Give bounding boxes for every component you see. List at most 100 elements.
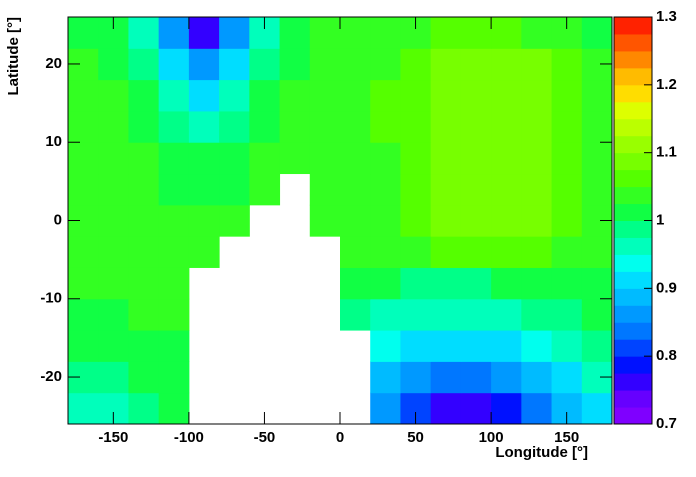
contour-cell [370, 298, 401, 331]
colorbar-band [614, 84, 652, 103]
contour-cell [128, 392, 160, 425]
contour-cell [551, 330, 583, 362]
contour-cell [158, 110, 190, 143]
colorbar-band [614, 390, 652, 408]
contour-cell [491, 236, 522, 268]
x-tick-label: 150 [554, 429, 579, 446]
contour-cell [370, 110, 401, 143]
contour-cell [340, 204, 371, 237]
contour-cell [309, 173, 341, 206]
contour-cell [370, 142, 401, 175]
contour-cell [68, 142, 99, 175]
contour-cell [551, 142, 583, 175]
contour-cell [68, 330, 99, 362]
contour-cell [370, 267, 401, 300]
y-tick-label: 20 [45, 55, 62, 72]
contour-cell [581, 110, 613, 143]
contour-cell [430, 173, 462, 206]
y-axis-label: Latitude [°] [5, 17, 22, 96]
contour-cell [460, 142, 492, 175]
contour-cell [400, 267, 432, 300]
contour-cell [128, 173, 160, 206]
contour-cell [460, 361, 492, 394]
contour-cell [551, 48, 583, 81]
contour-cell [521, 204, 553, 237]
colorbar-band [614, 288, 652, 306]
contour-cell [279, 142, 311, 175]
contour-cell [460, 298, 492, 331]
contour-cell [491, 142, 522, 175]
contour-cell [219, 110, 250, 143]
contour-cell [309, 48, 341, 81]
contour-cell [68, 236, 99, 268]
contour-cell [521, 79, 553, 112]
colorbar-band [614, 135, 652, 154]
contour-cell [98, 204, 129, 237]
contour-cell [370, 236, 401, 268]
colorbar-tick-label: 1.3 [656, 8, 677, 25]
contour-cell [581, 142, 613, 175]
contour-cell [491, 204, 522, 237]
y-tick-label: 10 [45, 133, 62, 150]
contour-cell [491, 330, 522, 362]
contour-cell [340, 142, 371, 175]
contour-cell [551, 204, 583, 237]
contour-cell [309, 17, 341, 49]
contour-cell [188, 48, 220, 81]
contour-cell [581, 173, 613, 206]
contour-cell [400, 79, 432, 112]
colorbar-band [614, 101, 652, 120]
contour-cell [279, 110, 311, 143]
contour-cell [521, 236, 553, 268]
contour-cell [521, 173, 553, 206]
contour-cell [521, 361, 553, 394]
colorbar-band [614, 118, 652, 137]
contour-cell [370, 330, 401, 362]
contour-cell [551, 361, 583, 394]
contour-cell [400, 204, 432, 237]
contour-cell [400, 236, 432, 268]
contour-cell [188, 204, 220, 237]
contour-cell [551, 236, 583, 268]
x-tick-label: -150 [98, 429, 128, 446]
contour-cell [309, 110, 341, 143]
x-tick-label: -100 [174, 429, 204, 446]
contour-cell [340, 267, 371, 300]
contour-cell [370, 173, 401, 206]
contour-cell [128, 267, 160, 300]
contour-cell [249, 173, 281, 206]
colorbar-band [614, 271, 652, 289]
contour-cell [400, 48, 432, 81]
contour-cell [551, 298, 583, 331]
contour-cell [491, 48, 522, 81]
contour-cell [68, 79, 99, 112]
contour-cell [581, 298, 613, 331]
contour-cell [370, 79, 401, 112]
contour-cell [460, 267, 492, 300]
contour-cell [460, 17, 492, 49]
contour-cell [98, 361, 129, 394]
contour-cell [581, 236, 613, 268]
contour-cell [460, 330, 492, 362]
contour-cell [340, 298, 371, 331]
contour-cell [158, 17, 190, 49]
contour-cell [98, 173, 129, 206]
contour-cell [521, 298, 553, 331]
contour-cell [128, 361, 160, 394]
colorbar-band [614, 203, 652, 221]
contour-cell [460, 392, 492, 425]
contour-cell [68, 267, 99, 300]
contour-cell [460, 110, 492, 143]
contour-cell [158, 330, 190, 362]
contour-cell [68, 110, 99, 143]
colorbar-tick-label: 1.2 [656, 76, 677, 93]
contour-cell [219, 79, 250, 112]
colorbar-band [614, 373, 652, 391]
contour-cell [521, 392, 553, 425]
colorbar-band [614, 152, 652, 171]
contour-cell [430, 142, 462, 175]
contour-cell [430, 236, 462, 268]
contour-cell [340, 48, 371, 81]
contour-cell [249, 48, 281, 81]
contour-cell [68, 392, 99, 425]
